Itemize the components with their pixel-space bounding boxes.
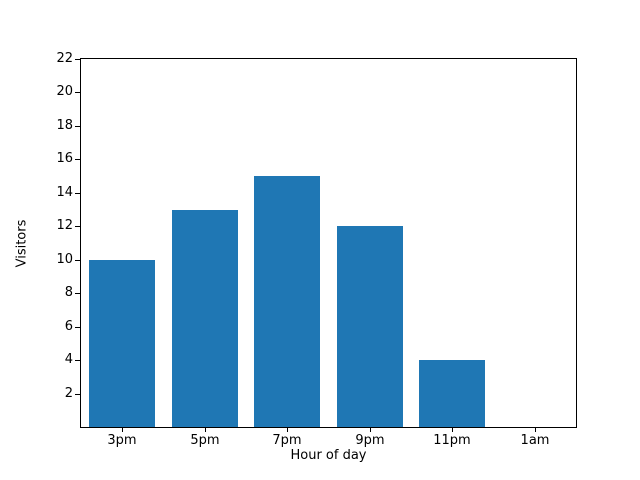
y-tick-mark bbox=[75, 126, 80, 127]
y-tick-label: 2 bbox=[64, 386, 73, 401]
y-tick-mark bbox=[75, 293, 80, 294]
plot-area bbox=[80, 58, 577, 428]
y-tick-mark bbox=[75, 327, 80, 328]
y-tick-mark bbox=[75, 92, 80, 93]
x-tick-label: 7pm bbox=[272, 433, 302, 448]
y-tick-label: 14 bbox=[56, 185, 73, 200]
y-tick-mark bbox=[75, 360, 80, 361]
y-tick-mark bbox=[75, 394, 80, 395]
y-tick-label: 22 bbox=[56, 51, 73, 66]
y-tick-label: 16 bbox=[56, 151, 73, 166]
bar-5pm bbox=[172, 210, 238, 427]
x-tick-mark bbox=[370, 427, 371, 432]
bar-11pm bbox=[419, 360, 485, 427]
y-tick-label: 20 bbox=[56, 84, 73, 99]
bar-7pm bbox=[254, 176, 320, 427]
y-tick-mark bbox=[75, 159, 80, 160]
x-tick-mark bbox=[287, 427, 288, 432]
y-tick-label: 10 bbox=[56, 252, 73, 267]
x-axis-label: Hour of day bbox=[290, 448, 367, 463]
x-tick-label: 5pm bbox=[190, 433, 220, 448]
y-tick-label: 6 bbox=[64, 319, 73, 334]
x-tick-label: 11pm bbox=[433, 433, 471, 448]
bar-9pm bbox=[337, 226, 403, 427]
y-tick-mark bbox=[75, 59, 80, 60]
x-tick-mark bbox=[452, 427, 453, 432]
y-tick-label: 4 bbox=[64, 352, 73, 367]
y-tick-mark bbox=[75, 226, 80, 227]
x-tick-label: 1am bbox=[520, 433, 550, 448]
y-axis-label: Visitors bbox=[14, 219, 30, 268]
y-tick-mark bbox=[75, 260, 80, 261]
x-tick-mark bbox=[122, 427, 123, 432]
x-tick-label: 9pm bbox=[355, 433, 385, 448]
x-tick-label: 3pm bbox=[107, 433, 137, 448]
bar-3pm bbox=[89, 260, 155, 427]
y-tick-mark bbox=[75, 193, 80, 194]
y-tick-label: 12 bbox=[56, 218, 73, 233]
x-tick-mark bbox=[205, 427, 206, 432]
y-tick-label: 8 bbox=[64, 285, 73, 300]
y-tick-label: 18 bbox=[56, 118, 73, 133]
x-tick-mark bbox=[535, 427, 536, 432]
